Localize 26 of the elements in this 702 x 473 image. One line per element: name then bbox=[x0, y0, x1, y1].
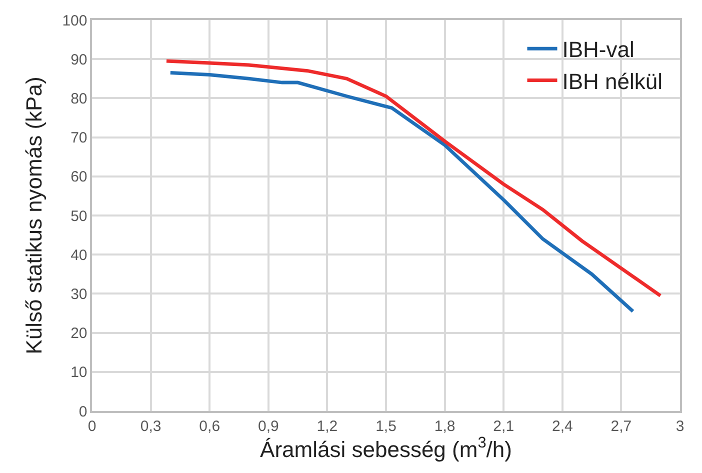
y-tick-label: 10 bbox=[70, 364, 88, 382]
x-tick-label: 2,4 bbox=[552, 418, 573, 435]
y-tick-label: 90 bbox=[70, 51, 88, 68]
y-tick-label: 100 bbox=[62, 12, 88, 30]
y-tick-label: 50 bbox=[70, 208, 88, 225]
x-axis-title: Áramlási sebesség (m$^{3}$/h) bbox=[260, 434, 512, 462]
x-tick-label: 1,8 bbox=[434, 418, 456, 435]
y-tick-label: 60 bbox=[70, 168, 88, 186]
y-tick-label: 0 bbox=[78, 403, 88, 420]
y-tick-label: 20 bbox=[70, 325, 88, 342]
y-tick-label: 80 bbox=[70, 90, 88, 108]
y-tick-label: 40 bbox=[70, 246, 88, 264]
x-tick-label: 1,5 bbox=[376, 418, 396, 435]
legend-label: IBH nélkül bbox=[562, 68, 663, 94]
x-tick-label: 0,6 bbox=[199, 418, 220, 435]
y-axis-title: Külső statikus nyomás (kPa) bbox=[22, 76, 47, 354]
y-tick-label: 30 bbox=[70, 286, 88, 303]
x-tick-label: 3 bbox=[676, 418, 684, 435]
y-tick-label: 70 bbox=[70, 130, 88, 147]
x-tick-label: 0,3 bbox=[140, 418, 162, 435]
x-tick-label: 1,2 bbox=[316, 418, 338, 435]
x-tick-label: 0,9 bbox=[258, 418, 279, 435]
line-series bbox=[164, 59, 662, 298]
x-tick-label: 2,7 bbox=[610, 418, 632, 435]
x-tick-label: 2,1 bbox=[493, 418, 514, 435]
legend-label: IBH-val bbox=[562, 37, 634, 62]
